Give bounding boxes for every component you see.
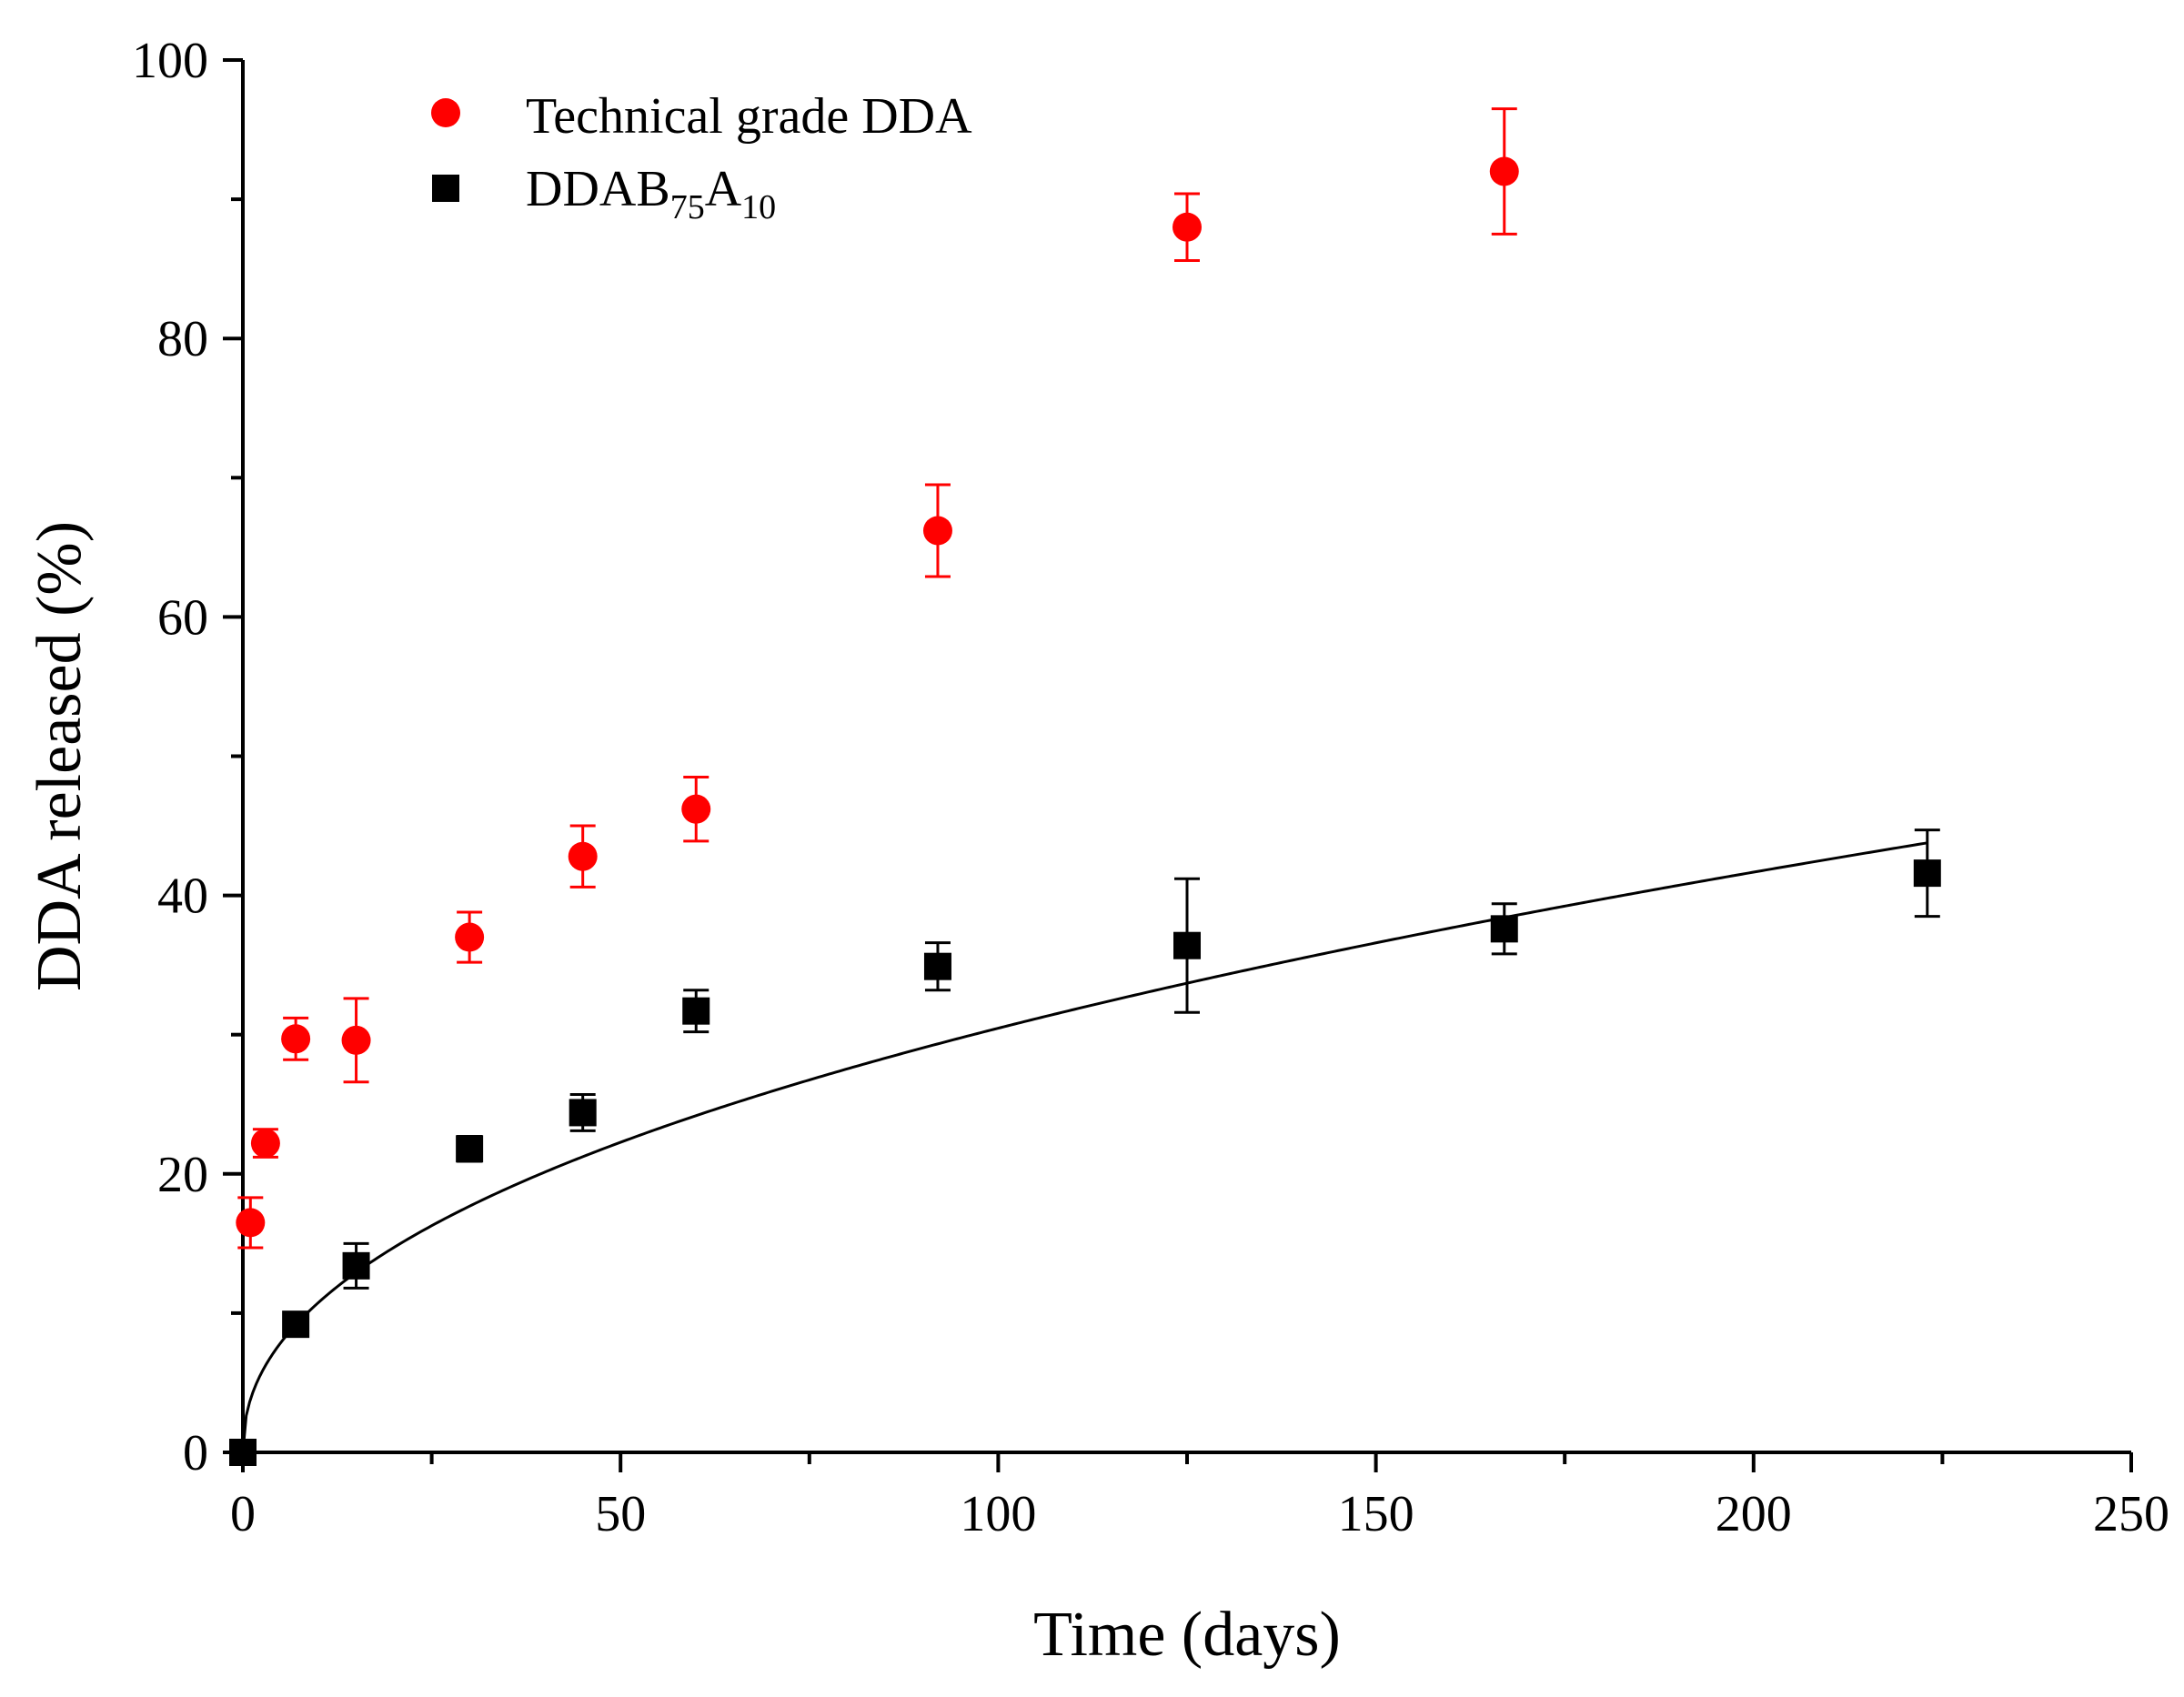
y-axis-title: DDA released (%) xyxy=(25,521,95,991)
data-point-0-3 xyxy=(341,1025,371,1055)
data-point-1-9 xyxy=(1913,859,1941,888)
data-point-1-5 xyxy=(682,997,710,1025)
legend-label-ddab-sub1: 75 xyxy=(670,188,705,226)
data-point-1-2 xyxy=(342,1251,370,1280)
fit-curve xyxy=(241,841,1928,1453)
axes xyxy=(241,60,2131,1454)
x-axis-title: Time (days) xyxy=(1033,1600,1341,1670)
series-layer xyxy=(229,107,1941,1466)
series-0 xyxy=(236,107,1519,1250)
data-point-1-6 xyxy=(923,952,951,980)
x-tick-label-100: 100 xyxy=(960,1486,1036,1542)
legend-marker-ddab xyxy=(432,175,459,202)
data-point-1-4 xyxy=(569,1099,597,1127)
y-tick-label-0: 0 xyxy=(183,1425,208,1481)
y-tick-label-60: 60 xyxy=(157,589,208,646)
legend-marker-technical-grade-dda xyxy=(431,98,460,127)
data-point-1-8 xyxy=(1490,915,1518,943)
data-point-0-4 xyxy=(455,922,485,952)
data-point-1-7 xyxy=(1173,931,1201,959)
data-point-0-2 xyxy=(281,1024,311,1054)
data-point-0-8 xyxy=(1173,212,1202,242)
ticks: 0 50 100 150 200 250 0 20 40 60 80 100 xyxy=(132,33,2169,1542)
data-point-0-7 xyxy=(922,516,952,546)
legend-label-ddab-mid: A xyxy=(705,161,742,217)
data-point-0-9 xyxy=(1489,156,1519,186)
x-tick-label-0: 0 xyxy=(230,1486,256,1542)
legend-label-technical-grade-dda: Technical grade DDA xyxy=(526,88,972,145)
data-point-0-1 xyxy=(250,1129,280,1159)
data-point-0-6 xyxy=(681,794,711,824)
series-1 xyxy=(229,828,1941,1466)
data-point-0-0 xyxy=(236,1208,266,1238)
legend-label-ddab: DDAB75A10 xyxy=(526,161,776,226)
x-tick-label-50: 50 xyxy=(595,1486,646,1542)
data-point-1-3 xyxy=(456,1135,484,1163)
legend-label-ddab-sub2: 10 xyxy=(741,188,776,226)
data-point-1-0 xyxy=(229,1439,257,1466)
data-point-1-1 xyxy=(282,1310,310,1339)
y-tick-label-80: 80 xyxy=(157,311,208,367)
fit-curve-layer xyxy=(241,841,1928,1453)
legend-label-ddab-base: DDAB xyxy=(526,161,670,217)
legend: Technical grade DDA DDAB75A10 xyxy=(431,88,972,226)
y-tick-label-20: 20 xyxy=(157,1147,208,1203)
data-point-0-5 xyxy=(568,841,598,871)
y-tick-label-40: 40 xyxy=(157,869,208,925)
x-tick-label-200: 200 xyxy=(1716,1486,1792,1542)
x-tick-label-150: 150 xyxy=(1338,1486,1414,1542)
x-tick-label-250: 250 xyxy=(2093,1486,2169,1542)
y-tick-label-100: 100 xyxy=(132,33,208,89)
